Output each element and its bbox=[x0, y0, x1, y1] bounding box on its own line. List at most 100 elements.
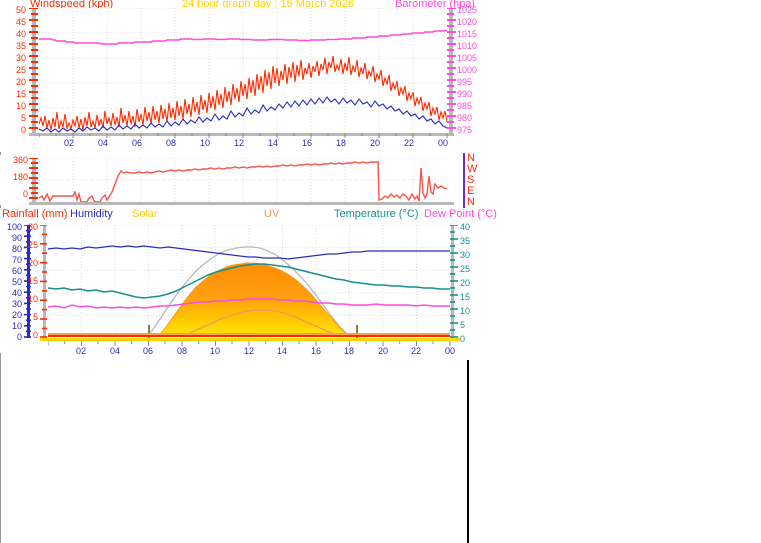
wind-barometer-chart: Windspeed (kph) 24 hour graph day : 15 M… bbox=[0, 0, 500, 152]
wind-ytick: 5 bbox=[20, 113, 26, 123]
humidity-ytick: 100 bbox=[6, 222, 22, 232]
rainfall-ytick: 15 bbox=[27, 276, 38, 286]
humidity-spine bbox=[24, 225, 31, 338]
bottom-x-minor-ticks bbox=[48, 341, 451, 346]
compass-tick: N bbox=[467, 196, 475, 208]
wind-ytick: 40 bbox=[15, 29, 26, 39]
legend-humidity: Humidity bbox=[70, 208, 113, 220]
winddir-x-spine bbox=[29, 202, 454, 205]
wind-xtick: 20 bbox=[369, 138, 380, 148]
rainfall-ytick: 30 bbox=[27, 222, 38, 232]
humidity-ytick: 90 bbox=[11, 233, 22, 243]
wind-xtick: 18 bbox=[335, 138, 346, 148]
bottom-xtick: 18 bbox=[343, 346, 354, 356]
baro-ytick: 1020 bbox=[457, 17, 478, 27]
wind-xtick: 22 bbox=[403, 138, 414, 148]
uv-series bbox=[184, 309, 339, 336]
uv-baseline-band bbox=[48, 333, 450, 336]
humidity-ytick: 80 bbox=[11, 244, 22, 254]
page-title: 24 hour graph day : 15 March 2026 bbox=[182, 0, 354, 10]
baro-right-spine bbox=[447, 8, 456, 133]
wind-ytick: 15 bbox=[15, 89, 26, 99]
humidity-series bbox=[48, 245, 450, 260]
temp-ytick: 0 bbox=[460, 334, 466, 344]
wind-left-spine bbox=[29, 8, 38, 133]
rainfall-ytick: 25 bbox=[27, 240, 38, 250]
windspeed-series bbox=[39, 96, 447, 133]
bottom-xtick: 20 bbox=[377, 346, 388, 356]
legend-solar: Solar bbox=[132, 208, 158, 220]
wind-xtick: 14 bbox=[267, 138, 278, 148]
wind-x-spine bbox=[29, 133, 454, 136]
baro-ytick: 975 bbox=[457, 125, 473, 135]
bottom-x-spine bbox=[40, 338, 460, 341]
temperature-series bbox=[48, 263, 450, 299]
baro-ytick: 990 bbox=[457, 89, 473, 99]
compass-tick: N bbox=[467, 152, 475, 164]
bottom-xtick: 02 bbox=[75, 346, 86, 356]
rainfall-ytick: 20 bbox=[27, 258, 38, 268]
temp-ytick: 15 bbox=[460, 292, 471, 302]
baro-ytick: 980 bbox=[457, 113, 473, 123]
legend-rainfall: Rainfall (mm) bbox=[2, 208, 68, 220]
bottom-plot-area bbox=[48, 225, 450, 338]
wind-direction-chart: 360 180 0 bbox=[0, 153, 500, 211]
bottom-xtick: 22 bbox=[410, 346, 421, 356]
bottom-xtick: 16 bbox=[310, 346, 321, 356]
winddir-left-spine bbox=[29, 158, 38, 202]
baro-ytick: 1025 bbox=[457, 5, 478, 15]
temp-ytick: 25 bbox=[460, 264, 471, 274]
wind-ytick: 50 bbox=[15, 5, 26, 15]
wind-xtick: 08 bbox=[165, 138, 176, 148]
temp-ytick: 5 bbox=[460, 320, 466, 330]
wind-xtick: 12 bbox=[233, 138, 244, 148]
temp-ytick: 30 bbox=[460, 250, 471, 260]
legend-dewpoint: Dew Point (°C) bbox=[424, 208, 497, 220]
humidity-ytick: 0 bbox=[16, 332, 22, 342]
rainfall-baseline bbox=[48, 335, 450, 337]
baro-ytick: 1000 bbox=[457, 65, 478, 75]
temp-ytick: 10 bbox=[460, 306, 471, 316]
bottom-xtick: 00 bbox=[444, 346, 455, 356]
wind-xtick: 10 bbox=[199, 138, 210, 148]
rainfall-ytick: 0 bbox=[32, 330, 38, 340]
humidity-ytick: 20 bbox=[11, 310, 22, 320]
bottom-xtick: 08 bbox=[176, 346, 187, 356]
wind-ytick: 10 bbox=[15, 101, 26, 111]
wind-xtick: 02 bbox=[63, 138, 74, 148]
temp-ytick: 40 bbox=[460, 222, 471, 232]
bottom-xtick: 06 bbox=[142, 346, 153, 356]
gust-series bbox=[39, 55, 447, 132]
humidity-ytick: 30 bbox=[11, 299, 22, 309]
winddir-series bbox=[39, 161, 447, 202]
temp-right-spine bbox=[449, 225, 458, 338]
barometer-series bbox=[39, 29, 447, 45]
rainfall-ytick: 5 bbox=[32, 312, 38, 322]
bottom-xtick: 14 bbox=[276, 346, 287, 356]
rainfall-spine bbox=[40, 225, 47, 338]
temp-ytick: 20 bbox=[460, 278, 471, 288]
wind-xtick: 06 bbox=[131, 138, 142, 148]
baro-ytick: 985 bbox=[457, 101, 473, 111]
winddir-ytick: 360 bbox=[12, 155, 28, 165]
bottom-xtick: 04 bbox=[109, 346, 120, 356]
wind-plot-area bbox=[39, 8, 447, 133]
humidity-ytick: 40 bbox=[11, 288, 22, 298]
wind-ytick: 0 bbox=[20, 125, 26, 135]
compass-spine bbox=[463, 153, 465, 211]
right-vertical-rule bbox=[467, 360, 469, 543]
baro-ytick: 1010 bbox=[457, 41, 478, 51]
baro-ytick: 1005 bbox=[457, 53, 478, 63]
bottom-xtick: 12 bbox=[243, 346, 254, 356]
baro-ytick: 1015 bbox=[457, 29, 478, 39]
wind-ytick: 35 bbox=[15, 41, 26, 51]
rainfall-ytick: 10 bbox=[27, 294, 38, 304]
wind-xtick: 16 bbox=[301, 138, 312, 148]
temp-ytick: 35 bbox=[460, 236, 471, 246]
humidity-ytick: 10 bbox=[11, 321, 22, 331]
humidity-ytick: 50 bbox=[11, 277, 22, 287]
compass-axis: N W S E N bbox=[467, 153, 477, 208]
winddir-ytick: 0 bbox=[22, 189, 28, 199]
wind-ytick: 30 bbox=[15, 53, 26, 63]
